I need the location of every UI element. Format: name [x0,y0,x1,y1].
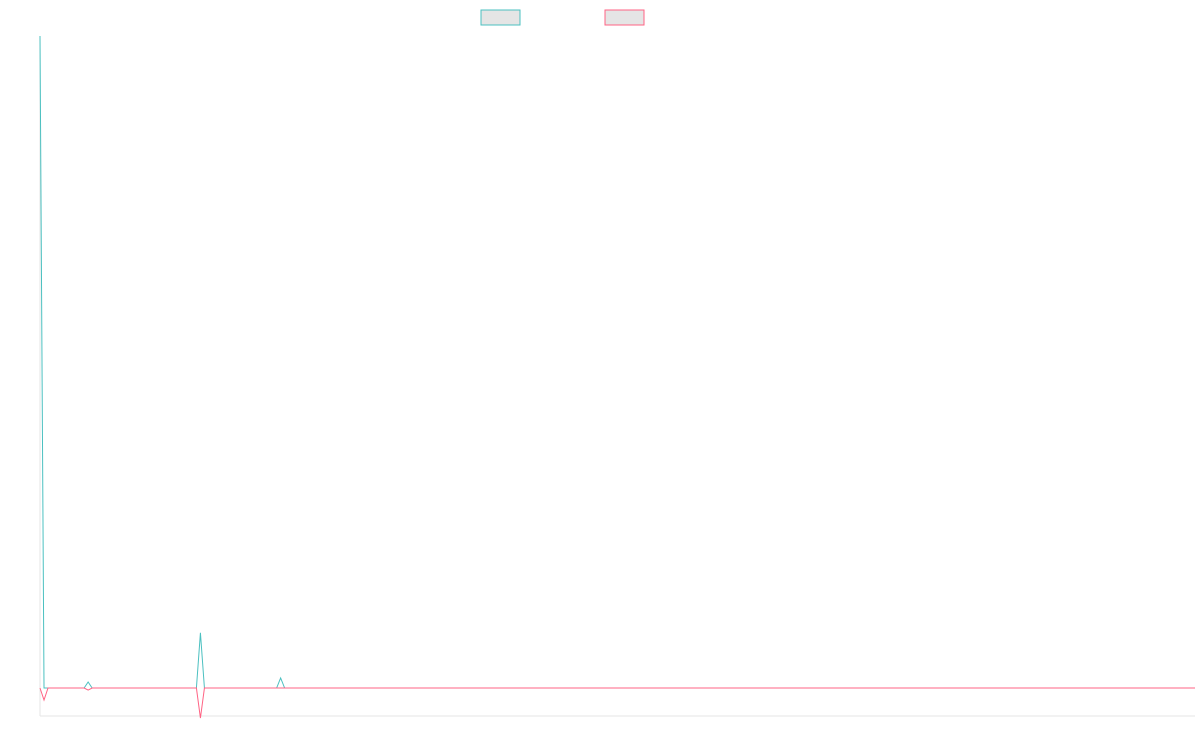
legend-swatch-1[interactable] [480,9,521,26]
series-line-2 [39,687,1195,719]
legend [480,9,645,26]
series-line-1 [39,35,1195,689]
legend-swatch-2[interactable] [604,9,645,26]
series-layer [39,35,1195,719]
